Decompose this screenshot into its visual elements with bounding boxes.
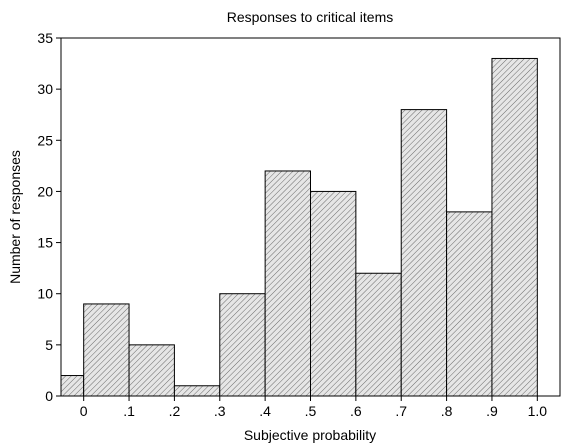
y-tick-label-1: 5: [45, 337, 53, 353]
x-tick-label-2: .2: [169, 403, 181, 419]
bar-2: [128, 344, 175, 397]
x-tick-label-6: .6: [350, 403, 362, 419]
y-tick-label-5: 25: [37, 132, 53, 148]
y-tick-label-4: 20: [37, 183, 53, 199]
bar-6: [310, 190, 357, 397]
bar-1: [83, 303, 130, 397]
bars-group: [60, 57, 538, 397]
x-tick-label-5: .5: [305, 403, 317, 419]
x-tick-label-10: 1.0: [528, 403, 548, 419]
y-axis-label: Number of responses: [7, 150, 23, 284]
plot-frame: [60, 37, 561, 397]
y-tick-label-3: 15: [37, 235, 53, 251]
y-tick-label-6: 30: [37, 81, 53, 97]
x-tick-label-1: .1: [123, 403, 135, 419]
y-tick-label-0: 0: [45, 388, 53, 404]
x-tick-label-3: .3: [214, 403, 226, 419]
y-tick-label-2: 10: [37, 286, 53, 302]
x-axis-label: Subjective probability: [244, 427, 376, 443]
x-tick-label-8: .8: [441, 403, 453, 419]
bar-7: [355, 272, 402, 397]
y-axis: 0 5 10 15 20 25 30 35: [37, 30, 61, 404]
bar-10: [491, 57, 538, 397]
chart-title: Responses to critical items: [227, 9, 394, 25]
x-axis: 0 .1 .2 .3 .4 .5 .6 .7 .8 .9 1.0: [80, 396, 547, 419]
y-tick-label-7: 35: [37, 30, 53, 46]
x-tick-label-7: .7: [395, 403, 407, 419]
x-tick-label-4: .4: [259, 403, 271, 419]
bar-9: [446, 211, 493, 397]
bar-3: [173, 385, 221, 397]
x-tick-label-9: .9: [486, 403, 498, 419]
bar-4: [219, 293, 266, 397]
x-tick-label-0: 0: [80, 403, 88, 419]
bar-5: [264, 170, 311, 397]
bar-0: [60, 375, 85, 397]
bar-8: [400, 109, 448, 397]
